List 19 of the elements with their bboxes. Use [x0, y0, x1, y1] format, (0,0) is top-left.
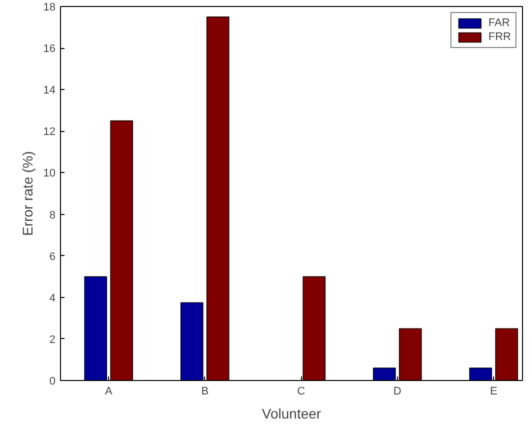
- y-tick-label: 10: [43, 168, 56, 180]
- y-tick-label: 12: [43, 126, 56, 138]
- y-tick-label: 18: [43, 2, 56, 14]
- y-tick-label: 6: [49, 250, 56, 263]
- x-axis-title: Volunteer: [262, 406, 322, 422]
- y-tick-label: 2: [49, 334, 56, 346]
- y-tick-label: 14: [43, 84, 56, 97]
- y-tick-label: 4: [49, 292, 56, 304]
- x-tick-label: B: [201, 386, 209, 398]
- x-tick-label: A: [104, 386, 113, 398]
- x-tick-label: D: [393, 386, 402, 398]
- legend-label: FAR: [488, 17, 510, 29]
- y-tick-label: 16: [43, 43, 56, 56]
- x-tick-label: E: [490, 386, 498, 398]
- y-tick-label: 8: [49, 209, 56, 222]
- y-axis-title: Error rate (%): [19, 151, 36, 236]
- y-tick-label: 0: [49, 376, 56, 388]
- legend-label: FRR: [488, 31, 511, 43]
- x-tick-label: C: [297, 386, 306, 398]
